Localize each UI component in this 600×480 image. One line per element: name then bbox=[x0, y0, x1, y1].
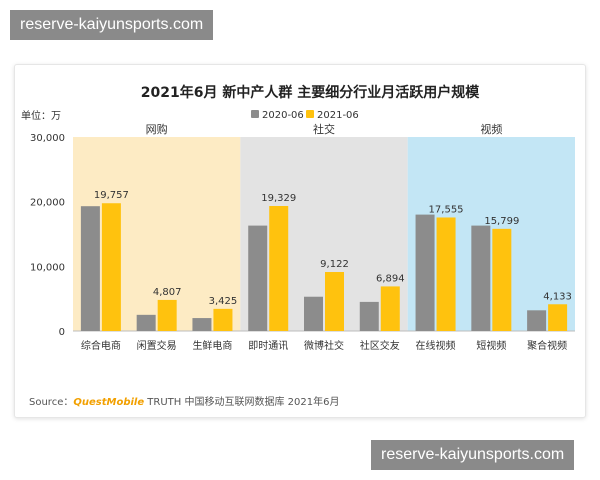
bar-2020-6 bbox=[415, 214, 435, 331]
bar-2021-5 bbox=[380, 286, 400, 331]
bar-2021-0 bbox=[101, 203, 121, 331]
x-tick-label-7: 短视频 bbox=[476, 339, 506, 352]
x-tick-label-2: 生鲜电商 bbox=[192, 339, 232, 352]
data-label-5: 6,894 bbox=[376, 273, 405, 284]
y-tick-label-3: 30,000 bbox=[30, 133, 65, 144]
bar-2020-5 bbox=[359, 301, 379, 331]
source-line: Source：QuestMobile TRUTH 中国移动互联网数据库 2021… bbox=[29, 395, 339, 408]
data-label-3: 19,329 bbox=[261, 193, 296, 204]
bar-2021-1 bbox=[157, 299, 177, 331]
unit-label: 单位：万 bbox=[21, 109, 61, 122]
x-tick-label-4: 微博社交 bbox=[304, 339, 344, 352]
legend: 2020-06 2021-06 bbox=[251, 110, 359, 121]
x-tick-label-1: 闲置交易 bbox=[137, 339, 177, 352]
bar-2020-7 bbox=[471, 225, 491, 331]
source-rest: TRUTH 中国移动互联网数据库 2021年6月 bbox=[144, 395, 339, 408]
x-tick-label-6: 在线视频 bbox=[416, 339, 456, 352]
watermark-top: reserve-kaiyunsports.com bbox=[10, 10, 214, 40]
bar-2020-0 bbox=[80, 206, 100, 331]
bar-2020-2 bbox=[192, 318, 212, 331]
data-label-8: 4,133 bbox=[543, 291, 572, 302]
group-label-2: 视频 bbox=[480, 122, 502, 136]
x-tick-label-8: 聚合视频 bbox=[527, 339, 567, 352]
source-prefix: Source： bbox=[29, 397, 73, 408]
data-label-4: 9,122 bbox=[320, 259, 349, 270]
y-tick-label-2: 20,000 bbox=[30, 198, 65, 209]
group-label-0: 网购 bbox=[146, 122, 168, 136]
bar-2021-3 bbox=[269, 206, 289, 331]
legend-label-2021: 2021-06 bbox=[317, 110, 359, 121]
data-label-0: 19,757 bbox=[94, 190, 129, 201]
bar-2021-4 bbox=[325, 272, 344, 331]
chart-title: 2021年6月 新中产人群 主要细分行业月活跃用户规模 bbox=[141, 84, 480, 101]
bar-2021-8 bbox=[548, 304, 568, 331]
data-label-6: 17,555 bbox=[429, 204, 464, 215]
bar-2020-1 bbox=[136, 314, 156, 331]
data-label-1: 4,807 bbox=[153, 287, 182, 298]
legend-swatch-2020 bbox=[251, 110, 259, 118]
group-band-0 bbox=[73, 137, 241, 331]
group-band-2 bbox=[407, 137, 575, 331]
group-band-1 bbox=[240, 137, 408, 331]
chart-card: 2021年6月 新中产人群 主要细分行业月活跃用户规模 单位：万 2020-06… bbox=[14, 64, 586, 418]
bar-2020-4 bbox=[304, 296, 323, 331]
data-label-7: 15,799 bbox=[484, 216, 519, 227]
bar-2021-2 bbox=[213, 308, 233, 331]
bar-2020-8 bbox=[527, 310, 547, 331]
y-tick-label-1: 10,000 bbox=[30, 262, 65, 273]
data-label-2: 3,425 bbox=[209, 296, 238, 307]
source-brand: QuestMobile bbox=[73, 397, 144, 408]
bar-2021-6 bbox=[436, 217, 456, 331]
x-tick-label-3: 即时通讯 bbox=[248, 340, 288, 352]
x-tick-label-5: 社区交友 bbox=[360, 339, 400, 352]
y-tick-label-0: 0 bbox=[59, 327, 65, 338]
bar-2020-3 bbox=[248, 225, 268, 331]
bar-2021-7 bbox=[492, 228, 512, 331]
legend-label-2020: 2020-06 bbox=[262, 110, 304, 121]
watermark-bottom: reserve-kaiyunsports.com bbox=[371, 440, 575, 470]
x-tick-label-0: 综合电商 bbox=[81, 339, 121, 352]
group-label-1: 社交 bbox=[313, 122, 335, 136]
bar-chart: 2021年6月 新中产人群 主要细分行业月活跃用户规模 单位：万 2020-06… bbox=[21, 84, 575, 408]
legend-swatch-2021 bbox=[306, 110, 314, 118]
